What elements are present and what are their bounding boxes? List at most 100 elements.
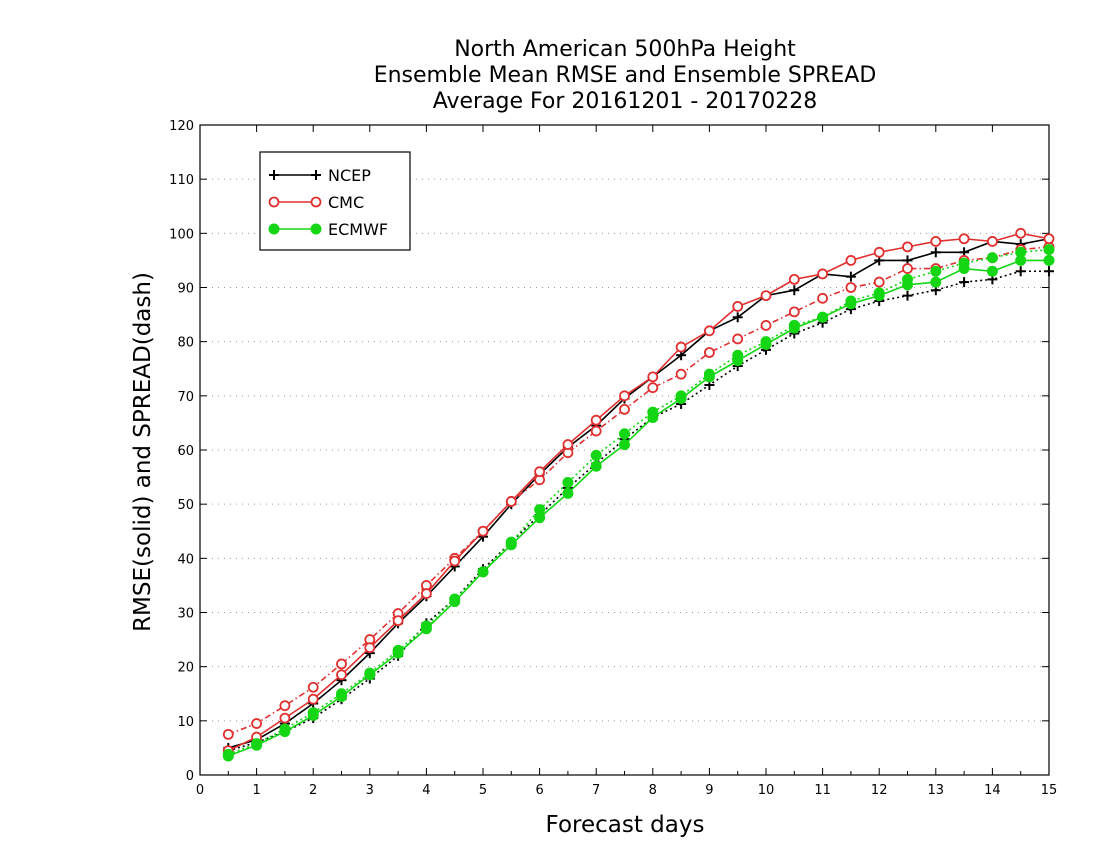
ecmwf-rmse-point <box>336 690 347 702</box>
cmc-spread-point <box>675 368 687 380</box>
x-tick-label: 5 <box>479 783 487 798</box>
ecmwf-rmse-point <box>902 279 913 291</box>
ncep-rmse-point <box>789 285 800 296</box>
ecmwf-spread-point <box>590 449 602 461</box>
cmc-rmse-point <box>562 439 574 450</box>
chart-title-line-2: Ensemble Mean RMSE and Ensemble SPREAD <box>373 63 877 88</box>
ecmwf-rmse-point <box>930 276 942 288</box>
x-tick-label: 13 <box>928 783 945 798</box>
ncep-spread-point <box>1044 266 1054 277</box>
cmc-rmse-point <box>505 496 517 507</box>
x-tick-label: 15 <box>1041 783 1058 798</box>
legend-box <box>259 151 411 251</box>
cmc-spread-point <box>732 333 744 345</box>
legend-marker-ncep <box>311 170 321 180</box>
legend-marker-ncep <box>269 170 279 180</box>
y-tick-label: 90 <box>177 282 194 297</box>
legend-marker-cmc <box>310 196 322 208</box>
y-tick-label: 100 <box>169 227 194 242</box>
ecmwf-rmse-point <box>222 750 234 762</box>
ecmwf-rmse-point <box>534 512 546 524</box>
ecmwf-spread-point <box>619 428 630 440</box>
x-tick-label: 4 <box>422 783 430 798</box>
ecmwf-rmse-point <box>364 669 376 681</box>
cmc-spread-point <box>647 382 659 394</box>
cmc-rmse-point <box>307 693 319 705</box>
legend: NCEP CMC ECMWF <box>259 151 411 251</box>
x-tick-label: 1 <box>252 783 260 798</box>
cmc-spread-point <box>788 306 800 318</box>
ecmwf-spread-point <box>1043 244 1055 256</box>
cmc-spread-point <box>619 403 630 415</box>
ncep-rmse-point <box>930 247 941 258</box>
y-tick-label: 70 <box>177 390 194 405</box>
ecmwf-rmse-point <box>420 623 432 635</box>
ecmwf-rmse-point <box>619 439 630 451</box>
x-tick-label: 14 <box>984 783 1001 798</box>
ecmwf-rmse-line <box>228 259 1049 757</box>
ecmwf-rmse-point <box>251 739 263 751</box>
cmc-rmse-point <box>1015 227 1027 239</box>
cmc-spread-point <box>279 700 291 712</box>
ncep-rmse-line <box>228 237 1050 749</box>
cmc-rmse-point <box>958 233 970 245</box>
y-tick-label: 40 <box>177 552 194 567</box>
ecmwf-rmse-point <box>817 311 829 323</box>
ecmwf-rmse-point <box>788 322 800 334</box>
series-layer <box>222 227 1055 762</box>
cmc-rmse-point <box>619 390 630 402</box>
legend-label-cmc: CMC <box>328 193 364 212</box>
cmc-rmse-point <box>1043 233 1055 245</box>
cmc-rmse-point <box>817 268 828 280</box>
x-tick-label: 12 <box>871 783 888 798</box>
cmc-spread-point <box>760 320 772 331</box>
cmc-rmse-point <box>732 301 744 312</box>
y-tick-label: 20 <box>177 661 194 676</box>
x-tick-label: 9 <box>705 783 713 798</box>
ecmwf-rmse-point <box>958 263 970 275</box>
cmc-rmse-point <box>534 466 545 478</box>
legend-marker-cmc <box>268 196 280 208</box>
ecmwf-rmse-point <box>505 539 517 551</box>
legend-label-ecmwf: ECMWF <box>328 220 388 239</box>
y-tick-label: 50 <box>177 498 194 513</box>
ecmwf-rmse-point <box>986 265 998 277</box>
cmc-rmse-point <box>788 273 800 285</box>
cmc-spread-point <box>336 658 347 670</box>
x-tick-label: 6 <box>535 783 543 798</box>
ecmwf-spread-point <box>930 265 942 277</box>
ecmwf-rmse-point <box>732 355 744 367</box>
x-tick-label: 8 <box>649 783 657 798</box>
cmc-spread-point <box>902 263 913 274</box>
ecmwf-spread-line <box>228 248 1050 756</box>
cmc-rmse-point <box>647 371 659 383</box>
x-tick-label: 2 <box>309 783 317 798</box>
ecmwf-rmse-point <box>449 596 461 608</box>
ecmwf-rmse-point <box>675 393 687 405</box>
ecmwf-rmse-point <box>703 371 715 383</box>
cmc-spread-point <box>590 425 602 437</box>
cmc-rmse-point <box>449 555 461 567</box>
x-tick-label: 10 <box>758 783 775 798</box>
cmc-rmse-point <box>930 236 942 247</box>
chart-title-line-3: Average For 20161201 - 20170228 <box>432 89 818 114</box>
ecmwf-rmse-point <box>590 460 602 472</box>
y-tick-label: 80 <box>177 336 194 351</box>
cmc-rmse-point <box>364 642 376 654</box>
ecmwf-rmse-point <box>845 298 857 310</box>
ecmwf-rmse-point <box>760 338 772 350</box>
cmc-spread-point <box>704 347 715 358</box>
cmc-rmse-line <box>227 232 1050 752</box>
cmc-rmse-point <box>477 525 489 537</box>
x-tick-label: 11 <box>814 783 831 798</box>
y-tick-label: 10 <box>177 715 194 730</box>
legend-marker-ecmwf <box>268 223 280 235</box>
ncep-spread-point <box>1015 266 1026 277</box>
cmc-rmse-point <box>873 246 885 258</box>
x-tick-label: 0 <box>196 783 204 798</box>
ecmwf-rmse-point <box>562 487 574 499</box>
ecmwf-spread-point <box>986 252 998 264</box>
cmc-spread-point <box>251 718 263 729</box>
